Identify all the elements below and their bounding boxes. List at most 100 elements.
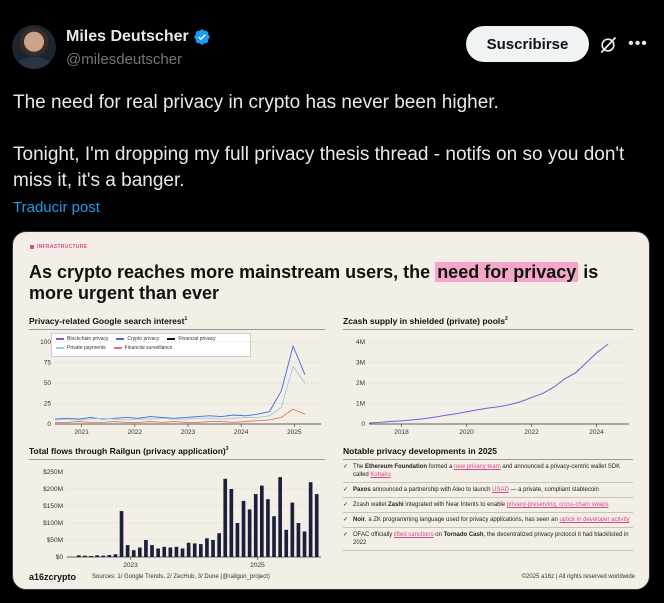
bar bbox=[284, 529, 289, 557]
infographic-tag: INFRASTRUCTURE bbox=[30, 244, 87, 250]
series-line bbox=[55, 408, 306, 423]
bar bbox=[302, 531, 307, 557]
bar bbox=[107, 554, 112, 557]
x-tick-label: 2024 bbox=[234, 429, 249, 436]
bar bbox=[223, 478, 228, 557]
series-line bbox=[54, 344, 306, 420]
bar bbox=[314, 494, 319, 557]
bar bbox=[119, 511, 124, 557]
x-tick-label: 2018 bbox=[394, 429, 409, 436]
bar bbox=[174, 546, 179, 557]
bar bbox=[211, 540, 215, 557]
bar bbox=[241, 500, 246, 557]
panel-privacy-developments: Notable privacy developments in 2025 bbox=[343, 446, 633, 460]
development-item: Paxos announced a partnership with Aleo … bbox=[343, 483, 633, 498]
bar bbox=[217, 533, 221, 557]
y-tick-label: $0 bbox=[56, 554, 64, 561]
development-item: Noir, a ZK programming language used for… bbox=[343, 513, 633, 528]
y-tick-label: 100 bbox=[40, 339, 51, 346]
avatar[interactable] bbox=[12, 25, 56, 69]
y-tick-label: $100M bbox=[43, 520, 63, 527]
bar bbox=[186, 542, 191, 557]
development-item: OFAC officially lifted sanctions on Torn… bbox=[343, 528, 633, 551]
bar bbox=[247, 509, 252, 557]
bar bbox=[199, 544, 203, 557]
bar bbox=[144, 540, 148, 557]
y-tick-label: 2M bbox=[356, 380, 365, 387]
more-options-icon[interactable]: ••• bbox=[628, 35, 648, 52]
development-item: The Ethereum Foundation formed a new pri… bbox=[343, 460, 633, 483]
legend-item: Private payments bbox=[56, 345, 106, 351]
bar bbox=[156, 548, 160, 557]
y-tick-label: $150M bbox=[43, 503, 63, 510]
y-tick-label: 50 bbox=[44, 380, 52, 387]
author-row: Miles Deutscher bbox=[66, 28, 211, 46]
verified-badge-icon bbox=[194, 29, 210, 45]
tweet-text: The need for real privacy in crypto has … bbox=[13, 92, 625, 191]
series-line bbox=[54, 365, 306, 421]
legend-item: Blockchain privacy bbox=[56, 336, 108, 342]
y-tick-label: $250M bbox=[43, 469, 63, 476]
bar bbox=[113, 554, 118, 557]
x-tick-label: 2023 bbox=[181, 429, 196, 436]
bar bbox=[235, 523, 240, 557]
y-tick-label: 4M bbox=[356, 339, 365, 346]
developments-list: The Ethereum Foundation formed a new pri… bbox=[343, 460, 633, 551]
panel-search-interest: Privacy-related Google search interest1 bbox=[29, 316, 325, 330]
bar bbox=[278, 477, 282, 557]
x-tick-label: 2022 bbox=[128, 429, 143, 436]
x-tick-label: 2020 bbox=[459, 429, 474, 436]
x-tick-label: 2024 bbox=[589, 429, 604, 436]
bar bbox=[260, 485, 264, 557]
y-tick-label: 25 bbox=[44, 401, 52, 408]
bar bbox=[296, 523, 301, 557]
x-tick-label: 2025 bbox=[250, 562, 265, 569]
series-line bbox=[368, 343, 609, 424]
bar bbox=[95, 555, 99, 557]
grok-icon[interactable] bbox=[598, 35, 618, 55]
translate-link[interactable]: Traducir post bbox=[13, 199, 100, 216]
y-tick-label: 0 bbox=[361, 421, 365, 428]
bar bbox=[131, 550, 136, 557]
subscribe-button[interactable]: Suscribirse bbox=[466, 26, 589, 62]
bar bbox=[150, 545, 154, 557]
bar bbox=[77, 555, 81, 557]
panel-zcash-supply: Zcash supply in shielded (private) pools… bbox=[343, 316, 633, 330]
legend-item: Crypto privacy bbox=[116, 336, 159, 342]
bar bbox=[192, 543, 197, 557]
panel-railgun-flows: Total flows through Railgun (privacy app… bbox=[29, 446, 325, 460]
bar bbox=[101, 555, 106, 557]
bar bbox=[83, 555, 87, 557]
bar bbox=[290, 502, 295, 557]
bar bbox=[162, 546, 167, 557]
y-tick-label: $200M bbox=[43, 486, 63, 493]
legend-item: Financial surveillance bbox=[113, 345, 172, 351]
author-name[interactable]: Miles Deutscher bbox=[66, 28, 189, 45]
bar bbox=[229, 489, 234, 557]
bar bbox=[205, 538, 209, 557]
tweet-image[interactable]: INFRASTRUCTURE As crypto reaches more ma… bbox=[12, 231, 650, 590]
x-tick-label: 2022 bbox=[524, 429, 539, 436]
author-handle[interactable]: @milesdeutscher bbox=[66, 51, 183, 68]
x-tick-label: 2025 bbox=[287, 429, 302, 436]
x-tick-label: 2021 bbox=[74, 429, 89, 436]
y-tick-label: $50M bbox=[47, 537, 63, 544]
bar bbox=[272, 516, 276, 557]
y-tick-label: 1M bbox=[356, 401, 365, 408]
zcash-supply-chart: 0 1M 2M 3M 4M 2018 2020 2022 2024 bbox=[356, 339, 629, 436]
y-tick-label: 0 bbox=[47, 421, 51, 428]
bar bbox=[125, 545, 130, 557]
infographic-headline: As crypto reaches more mainstream users,… bbox=[29, 262, 599, 303]
search-interest-chart: 0 25 50 75 100 2021 2022 2023 2024 2025 bbox=[40, 339, 321, 436]
legend-item: Financial privacy bbox=[167, 336, 216, 342]
y-tick-label: 75 bbox=[44, 360, 52, 367]
x-tick-label: 2023 bbox=[123, 562, 138, 569]
infographic-footer: a16zcrypto Sources: 1/ Google Trends, 2/… bbox=[29, 572, 635, 582]
bar bbox=[89, 555, 93, 557]
bar bbox=[168, 547, 173, 557]
bar bbox=[308, 482, 313, 557]
bar bbox=[138, 547, 142, 557]
y-tick-label: 3M bbox=[356, 360, 365, 367]
bar bbox=[180, 548, 185, 557]
chart-legend: Blockchain privacy Crypto privacy Financia… bbox=[51, 333, 251, 357]
